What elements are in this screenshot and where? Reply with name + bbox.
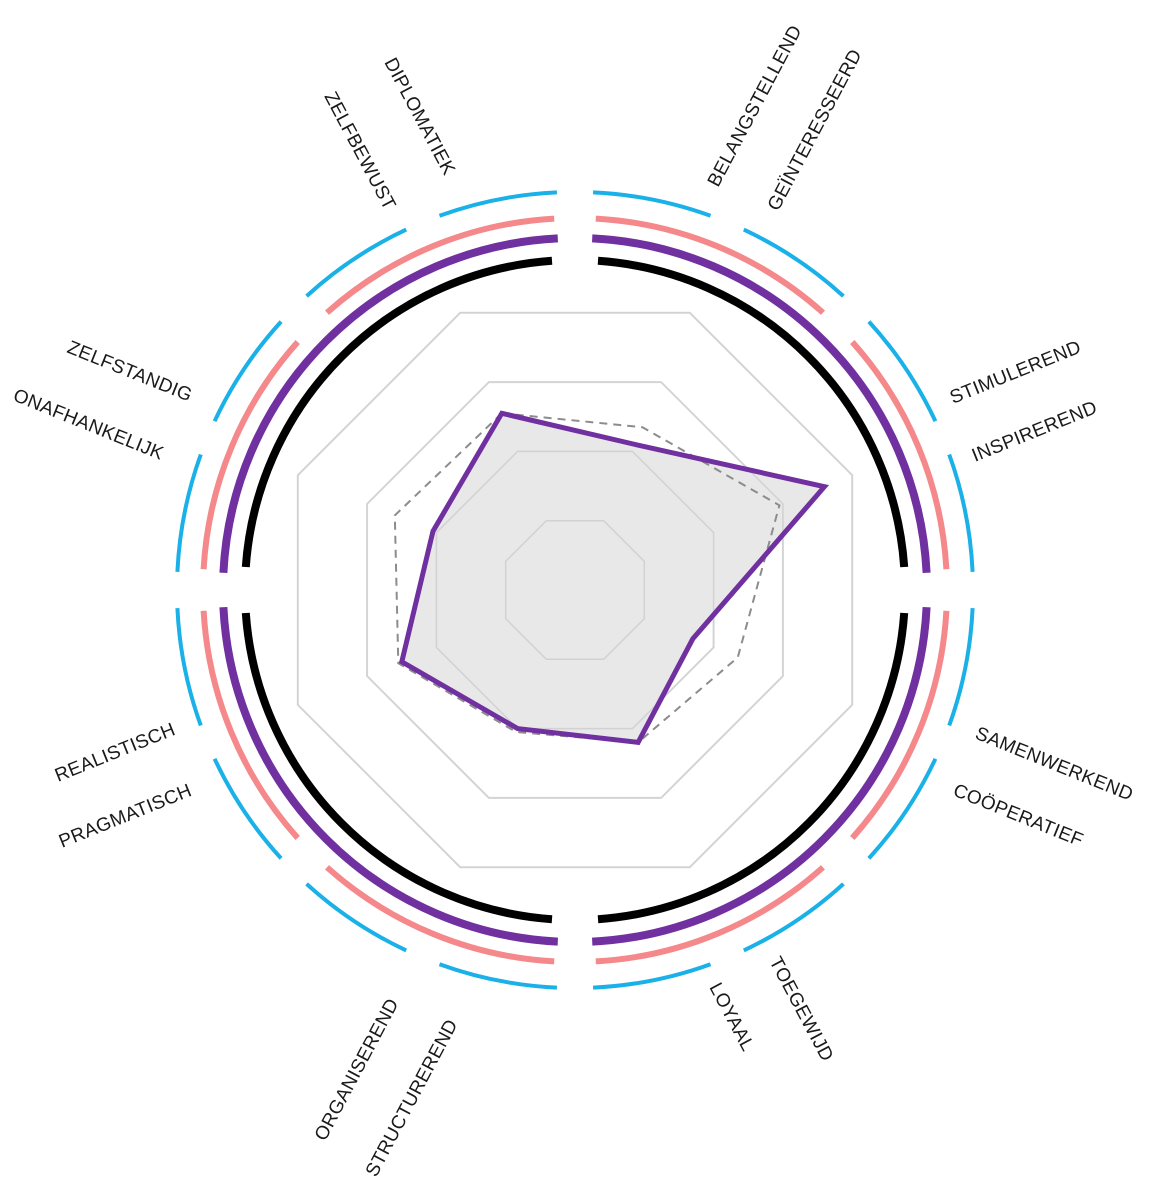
cyan-ring-arc xyxy=(212,320,283,423)
label-pragmatisch: PRAGMATISCH xyxy=(56,780,195,852)
grid-octagon-overlay xyxy=(504,519,646,661)
label-zelfstandig: ZELFSTANDIG xyxy=(64,337,195,406)
salmon-ring-arc xyxy=(200,340,300,570)
cyan-ring-arc xyxy=(175,453,203,572)
label-onafhankelijk: ONAFHANKELIJK xyxy=(10,385,166,464)
cyan-ring-arc xyxy=(742,227,845,298)
cyan-ring-arc xyxy=(175,608,203,727)
label-zelfbewust: ZELFBEWUST xyxy=(320,88,400,213)
cyan-ring-arc xyxy=(947,453,975,572)
salmon-ring-arc xyxy=(325,865,555,965)
cyan-ring-arc xyxy=(867,757,938,860)
cyan-ring-arc xyxy=(867,320,938,423)
purple-ring-arc xyxy=(219,234,558,573)
cyan-ring-arc xyxy=(212,757,283,860)
outer-rings xyxy=(175,190,975,990)
reference-series-line xyxy=(393,412,781,744)
cyan-ring-arc xyxy=(947,608,975,727)
cyan-ring-arc xyxy=(438,190,557,218)
label-toegewijd: TOEGEWIJD xyxy=(765,953,838,1065)
label-diplomatiek: DIPLOMATIEK xyxy=(380,54,459,178)
black-ring-arc xyxy=(241,256,553,568)
black-ring-arc xyxy=(597,256,909,568)
label-inspirerend: INSPIREREND xyxy=(969,397,1100,466)
cyan-ring-arc xyxy=(438,962,557,990)
salmon-ring-arc xyxy=(850,340,950,570)
label-cooperatief: COÖPERATIEF xyxy=(950,780,1086,851)
cyan-ring-arc xyxy=(593,962,712,990)
cyan-ring-arc xyxy=(742,882,845,953)
grid-octagon-overlay xyxy=(366,381,784,799)
black-ring-arc xyxy=(241,612,553,924)
salmon-ring-arc xyxy=(850,610,950,840)
salmon-ring-arc xyxy=(595,215,825,315)
label-samenwerkend: SAMENWERKEND xyxy=(972,723,1136,806)
radar-series xyxy=(297,312,853,868)
purple-ring-arc xyxy=(592,234,931,573)
salmon-ring-arc xyxy=(200,610,300,840)
label-loyaal: LOYAAL xyxy=(705,979,758,1054)
salmon-ring-arc xyxy=(595,865,825,965)
salmon-ring-arc xyxy=(325,215,555,315)
label-stimulerend: STIMULEREND xyxy=(947,337,1084,409)
cyan-ring-arc xyxy=(305,227,408,298)
grid-octagon-overlay xyxy=(435,450,715,730)
cyan-ring-arc xyxy=(305,882,408,953)
grid-octagon-overlay xyxy=(297,312,853,868)
series-area xyxy=(401,413,825,743)
main-series-line xyxy=(398,410,830,746)
purple-ring-arc xyxy=(219,607,558,946)
label-realistisch: REALISTISCH xyxy=(52,719,178,786)
purple-ring-arc xyxy=(592,607,931,946)
cyan-ring-arc xyxy=(593,190,712,218)
black-ring-arc xyxy=(597,612,909,924)
